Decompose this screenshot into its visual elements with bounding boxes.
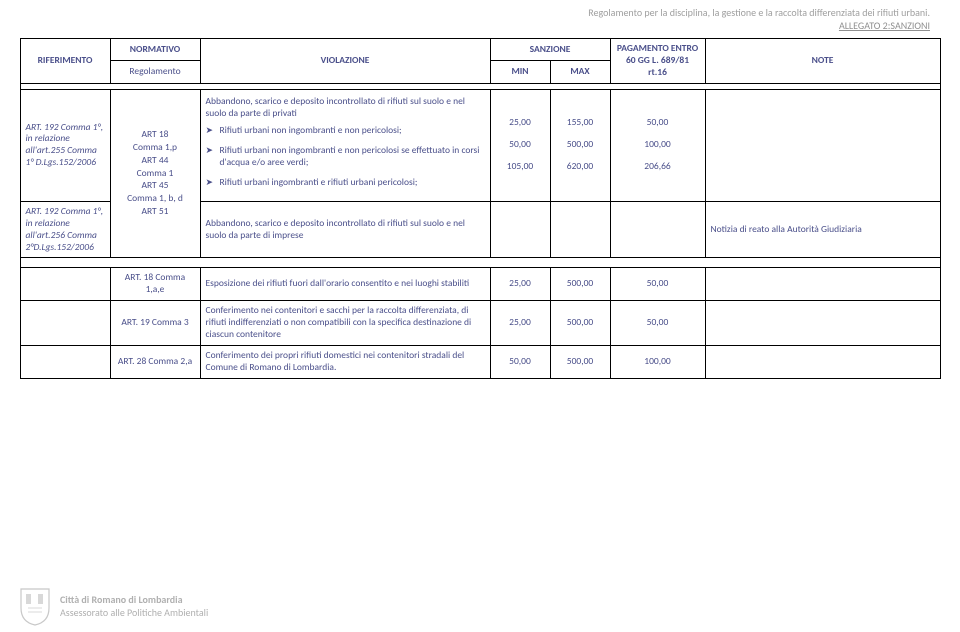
- col-violazione: VIOLAZIONE: [200, 39, 490, 84]
- max-cell: 500,00: [550, 345, 610, 378]
- norm-line: Comma 1, b, d: [127, 193, 183, 205]
- col-max: MAX: [550, 61, 610, 83]
- violazione-bullet: Rifiuti urbani ingombranti e rifiuti urb…: [206, 177, 485, 189]
- min-value: 105,00: [507, 161, 533, 173]
- pay-value: 206,66: [644, 161, 670, 173]
- sanctions-table: RIFERIMENTO NORMATIVO VIOLAZIONE SANZION…: [20, 38, 941, 379]
- col-min: MIN: [490, 61, 550, 83]
- pagamento-cell: 50,00 100,00 206,66: [610, 89, 705, 201]
- pay-value: 100,00: [644, 139, 670, 151]
- normativo-cell: ART. 28 Comma 2,a: [110, 345, 200, 378]
- footer-text: Città di Romano di Lombardia Assessorato…: [60, 593, 208, 619]
- violazione-cell: Conferimento nei contenitori e sacchi pe…: [200, 301, 490, 346]
- min-cell: [490, 201, 550, 258]
- norm-line: ART 18: [142, 129, 169, 141]
- max-cell: 155,00 500,00 620,00: [550, 89, 610, 201]
- col-normativo: NORMATIVO: [110, 39, 200, 61]
- min-cell: 25,00: [490, 268, 550, 301]
- col-regolamento: Regolamento: [110, 61, 200, 83]
- header-subtitle: ALLEGATO 2:SANZIONI: [0, 19, 930, 32]
- header-title: Regolamento per la disciplina, la gestio…: [0, 6, 930, 19]
- riferimento-cell: [20, 301, 110, 346]
- footer-line2: Assessorato alle Politiche Ambientali: [60, 606, 208, 619]
- max-value: 620,00: [567, 161, 593, 173]
- violazione-cell: Esposizione dei rifiuti fuori dall'orari…: [200, 268, 490, 301]
- violazione-cell: Conferimento dei propri rifiuti domestic…: [200, 345, 490, 378]
- crest-icon: [18, 586, 52, 626]
- riferimento-cell: ART. 192 Comma 1°, in relazione all'art.…: [20, 89, 110, 201]
- min-value: 50,00: [509, 139, 531, 151]
- norm-line: Comma 1: [137, 168, 174, 180]
- min-cell: 25,00 50,00 105,00: [490, 89, 550, 201]
- min-cell: 50,00: [490, 345, 550, 378]
- norm-line: Comma 1,p: [133, 142, 177, 154]
- violazione-cell: Abbandono, scarico e deposito incontroll…: [200, 89, 490, 201]
- max-cell: 500,00: [550, 301, 610, 346]
- table-row: ART. 192 Comma 1°, in relazione all'art.…: [20, 89, 940, 201]
- table-row: ART. 28 Comma 2,a Conferimento dei propr…: [20, 345, 940, 378]
- violazione-bullet: Rifiuti urbani non ingombranti e non per…: [206, 125, 485, 137]
- norm-line: ART 51: [142, 206, 169, 218]
- note-cell: [705, 301, 940, 346]
- normativo-cell: ART. 19 Comma 3: [110, 301, 200, 346]
- max-value: 500,00: [567, 139, 593, 151]
- col-note: NOTE: [705, 39, 940, 84]
- note-cell: Notizia di reato alla Autorità Giudiziar…: [705, 201, 940, 258]
- riferimento-cell: [20, 345, 110, 378]
- riferimento-cell: [20, 268, 110, 301]
- table-row: ART. 19 Comma 3 Conferimento nei conteni…: [20, 301, 940, 346]
- max-value: 155,00: [567, 117, 593, 129]
- note-cell: [705, 268, 940, 301]
- col-riferimento: RIFERIMENTO: [20, 39, 110, 84]
- footer-line1: Città di Romano di Lombardia: [60, 593, 208, 606]
- note-cell: [705, 345, 940, 378]
- col-pagamento: PAGAMENTO ENTRO 60 GG L. 689/81 rt.16: [610, 39, 705, 84]
- pagamento-cell: 50,00: [610, 301, 705, 346]
- pagamento-cell: 50,00: [610, 268, 705, 301]
- min-value: 25,00: [509, 117, 531, 129]
- table-row: ART. 18 Comma 1,a,e Esposizione dei rifi…: [20, 268, 940, 301]
- normativo-cell: ART 18 Comma 1,p ART 44 Comma 1 ART 45 C…: [110, 89, 200, 258]
- norm-line: ART 44: [142, 155, 169, 167]
- violazione-bullet: Rifiuti urbani non ingombranti e non per…: [206, 145, 485, 169]
- pay-value: 50,00: [647, 117, 669, 129]
- page-footer: Città di Romano di Lombardia Assessorato…: [18, 586, 942, 626]
- max-cell: 500,00: [550, 268, 610, 301]
- page-header: Regolamento per la disciplina, la gestio…: [0, 0, 960, 34]
- violazione-intro: Abbandono, scarico e deposito incontroll…: [206, 96, 485, 120]
- violazione-cell: Abbandono, scarico e deposito incontroll…: [200, 201, 490, 258]
- max-cell: [550, 201, 610, 258]
- pagamento-cell: [610, 201, 705, 258]
- pagamento-cell: 100,00: [610, 345, 705, 378]
- note-cell: [705, 89, 940, 201]
- riferimento-cell: ART. 192 Comma 1°, in relazione all'art.…: [20, 201, 110, 258]
- norm-line: ART 45: [142, 180, 169, 192]
- col-sanzione: SANZIONE: [490, 39, 610, 61]
- min-cell: 25,00: [490, 301, 550, 346]
- normativo-cell: ART. 18 Comma 1,a,e: [110, 268, 200, 301]
